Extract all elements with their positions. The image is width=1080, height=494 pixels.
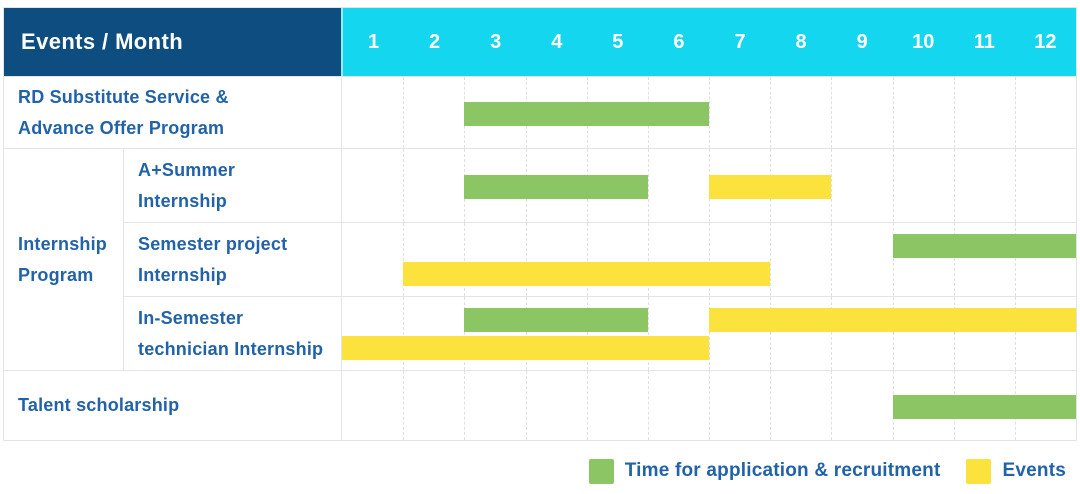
application-recruitment-swatch-icon — [588, 458, 614, 484]
month-gridline — [831, 297, 833, 370]
month-gridline — [892, 223, 894, 296]
month-gridline — [709, 297, 710, 370]
group-label-text: Internship Program — [18, 233, 108, 285]
row-label-talent-scholarship: Talent scholarship — [4, 370, 341, 440]
month-gridline — [1014, 77, 1016, 148]
month-gridline — [953, 77, 955, 148]
legend-label-application-recruitment: Time for application & recruitment — [624, 460, 941, 481]
gantt-row-rd-substitute-service — [341, 76, 1076, 148]
row-label-text: Talent scholarship — [18, 395, 180, 415]
group-label-internship-program: Internship Program — [4, 148, 123, 370]
month-gridline — [709, 371, 710, 440]
month-header-10: 10 — [912, 30, 935, 53]
month-gridline — [892, 149, 894, 222]
row-label-text: Semester project Internship — [138, 233, 288, 285]
month-gridline — [1014, 223, 1016, 296]
month-gridline — [464, 371, 466, 440]
month-gridline — [892, 297, 894, 370]
month-gridline — [831, 77, 833, 148]
legend-item-application-recruitment: Time for application & recruitment — [588, 458, 941, 484]
event-bar — [709, 308, 1076, 332]
month-header-row: 1 2 3 4 5 6 7 8 9 10 11 12 — [341, 8, 1076, 76]
event-bar — [342, 336, 709, 360]
month-gridline — [403, 371, 405, 440]
gantt-row-semester-project-internship — [341, 222, 1076, 296]
month-gridline — [647, 371, 649, 440]
month-gridline — [953, 149, 955, 222]
gantt-row-talent-scholarship — [341, 370, 1076, 440]
page-title: Events / Month — [21, 29, 184, 54]
month-gridline — [464, 223, 466, 296]
application-recruitment-bar — [464, 308, 648, 332]
schedule-table: Events / Month 1 2 3 4 5 6 7 8 9 10 11 12 RD Substi… — [3, 7, 1077, 441]
month-gridline — [647, 223, 649, 296]
month-gridline — [647, 297, 649, 370]
month-gridline — [770, 297, 772, 370]
legend-label-events: Events — [1002, 460, 1066, 481]
month-gridline — [770, 77, 772, 148]
application-recruitment-bar — [464, 174, 648, 199]
row-label-a-plus-summer-internship: A+Summer Internship — [123, 148, 341, 222]
table-header-cell: Events / Month — [4, 8, 341, 76]
month-gridline — [525, 223, 527, 296]
month-gridline — [403, 297, 405, 370]
month-gridline — [586, 297, 588, 370]
month-header-3: 3 — [490, 30, 502, 53]
month-gridline — [831, 223, 833, 296]
row-label-rd-substitute-service: RD Substitute Service & Advance Offer Pr… — [4, 76, 341, 148]
row-label-semester-project-internship: Semester project Internship — [123, 222, 341, 296]
month-gridline — [1014, 297, 1016, 370]
month-gridline — [525, 297, 527, 370]
month-gridline — [647, 149, 649, 222]
month-gridline — [403, 77, 405, 148]
month-gridline — [586, 223, 588, 296]
month-header-7: 7 — [734, 30, 746, 53]
month-gridline — [770, 223, 772, 296]
event-bar — [403, 262, 771, 286]
events-swatch-icon — [966, 458, 992, 484]
gantt-row-in-semester-technician-internship — [341, 296, 1076, 370]
month-gridline — [770, 371, 772, 440]
legend-item-events: Events — [966, 458, 1066, 484]
month-gridline — [1014, 149, 1016, 222]
month-gridline — [892, 77, 894, 148]
month-gridline — [403, 149, 405, 222]
month-header-9: 9 — [856, 30, 868, 53]
gantt-row-a-plus-summer-internship — [341, 148, 1076, 222]
month-header-1: 1 — [367, 30, 380, 53]
application-recruitment-bar — [892, 234, 1076, 258]
row-label-in-semester-technician-internship: In-Semester technician Internship — [123, 296, 341, 370]
month-gridline — [709, 77, 710, 148]
month-gridline — [953, 223, 955, 296]
row-label-text: In-Semester technician Internship — [138, 307, 324, 359]
month-header-8: 8 — [795, 30, 807, 53]
month-gridline — [464, 297, 466, 370]
month-header-5: 5 — [612, 30, 624, 53]
row-label-text: RD Substitute Service & Advance Offer Pr… — [18, 86, 229, 138]
month-header-2: 2 — [429, 30, 441, 53]
application-recruitment-bar — [892, 394, 1076, 419]
month-gridline — [403, 223, 405, 296]
month-gridline — [586, 371, 588, 440]
month-header-4: 4 — [551, 30, 563, 53]
month-gridline — [953, 297, 955, 370]
month-gridline — [709, 223, 710, 296]
row-label-text: A+Summer Internship — [138, 159, 236, 211]
month-gridline — [831, 149, 833, 222]
legend: Time for application & recruitment Event… — [588, 456, 1066, 486]
month-header-12: 12 — [1034, 30, 1057, 53]
month-gridline — [525, 371, 527, 440]
month-header-11: 11 — [973, 30, 995, 53]
event-bar — [709, 174, 832, 199]
month-header-6: 6 — [673, 30, 685, 53]
application-recruitment-bar — [464, 101, 709, 126]
month-gridline — [831, 371, 833, 440]
